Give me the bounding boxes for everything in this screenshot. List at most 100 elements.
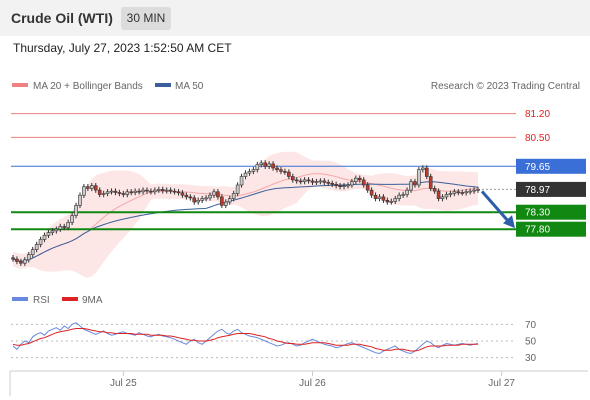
candle-down bbox=[330, 183, 334, 185]
candle-up bbox=[133, 190, 137, 193]
candle-down bbox=[460, 192, 465, 194]
support-level-label: 78.30 bbox=[525, 208, 550, 219]
candle-down bbox=[184, 194, 189, 198]
candle-down bbox=[160, 189, 165, 192]
candle-up bbox=[90, 185, 94, 189]
candle-down bbox=[365, 184, 370, 191]
candle-up bbox=[389, 201, 394, 203]
candle-up bbox=[42, 235, 47, 240]
rsi-ma-legend-label: 9MA bbox=[82, 295, 103, 306]
candle-down bbox=[113, 190, 118, 193]
x-tick-label: Jul 27 bbox=[488, 378, 515, 389]
resistance-level-label: 80.50 bbox=[525, 133, 550, 144]
rsi-tick-label: 50 bbox=[525, 337, 537, 348]
x-tick-label: Jul 26 bbox=[299, 378, 326, 389]
candle-up bbox=[125, 191, 130, 195]
candle-down bbox=[428, 176, 433, 189]
candle-up bbox=[58, 226, 63, 230]
rsi-panel: 70 50 30 bbox=[11, 320, 537, 364]
candle-up bbox=[50, 230, 55, 233]
candle-up bbox=[66, 222, 70, 228]
instrument-title: Crude Oil (WTI) bbox=[11, 10, 113, 26]
ma20-legend-label: MA 20 + Bollinger Bands bbox=[33, 81, 143, 92]
candle-up bbox=[302, 179, 307, 182]
candle-up bbox=[26, 254, 31, 261]
candle-down bbox=[385, 200, 390, 203]
support-level-tag bbox=[516, 221, 586, 237]
candle-up bbox=[464, 191, 468, 194]
candle-down bbox=[326, 181, 331, 184]
candle-down bbox=[413, 181, 417, 186]
candle-down bbox=[172, 190, 177, 193]
candle-up bbox=[397, 194, 401, 199]
candle-up bbox=[54, 228, 59, 232]
bollinger-band bbox=[13, 151, 478, 278]
candles bbox=[11, 160, 480, 266]
candle-up bbox=[409, 181, 413, 191]
candle-up bbox=[318, 180, 323, 183]
candle-down bbox=[216, 191, 220, 198]
interval-button[interactable]: 30 MIN bbox=[121, 7, 171, 30]
candle-down bbox=[456, 191, 461, 194]
rsi-ma-line bbox=[12, 328, 478, 352]
candle-down bbox=[287, 171, 291, 177]
candle-down bbox=[188, 196, 193, 199]
resistance-level-label: 81.20 bbox=[525, 109, 550, 120]
candle-down bbox=[306, 179, 311, 182]
candle-up bbox=[46, 232, 51, 236]
candle-up bbox=[101, 193, 106, 195]
candle-down bbox=[290, 176, 295, 181]
candle-up bbox=[109, 190, 114, 193]
candle-down bbox=[322, 180, 327, 183]
candle-down bbox=[298, 180, 303, 183]
candle-up bbox=[30, 249, 35, 256]
candle-up bbox=[259, 162, 264, 165]
candle-up bbox=[164, 189, 169, 192]
candle-down bbox=[334, 184, 338, 186]
candle-up bbox=[393, 198, 398, 202]
pivot-level-label: 79.65 bbox=[525, 162, 550, 173]
support-level-label: 77.80 bbox=[525, 225, 550, 236]
candle-down bbox=[436, 190, 441, 199]
candle-up bbox=[23, 259, 27, 264]
candle-up bbox=[70, 215, 74, 223]
rsi-line bbox=[12, 322, 479, 355]
candle-down bbox=[176, 191, 181, 194]
candle-down bbox=[338, 185, 342, 187]
support-level-tag bbox=[516, 204, 586, 220]
candle-down bbox=[15, 258, 19, 262]
candle-down bbox=[62, 226, 67, 228]
candle-up bbox=[468, 190, 472, 193]
pivot-level-tag bbox=[516, 158, 586, 174]
candle-up bbox=[377, 196, 382, 199]
candle-down bbox=[271, 163, 275, 169]
rsi-tick-label: 70 bbox=[525, 320, 537, 331]
rsi-tick-label: 30 bbox=[525, 353, 537, 364]
candle-up bbox=[231, 193, 236, 199]
key-levels: 81.20 80.50 79.65 78.97 78.30 77.80 bbox=[11, 109, 586, 237]
candle-up bbox=[421, 167, 425, 170]
forecast-arrow bbox=[480, 190, 515, 229]
candle-down bbox=[361, 179, 366, 186]
candle-down bbox=[97, 189, 102, 195]
candle-up bbox=[153, 189, 157, 193]
candle-up bbox=[405, 189, 409, 195]
rsi-legend-label: RSI bbox=[33, 295, 50, 306]
candle-down bbox=[275, 167, 279, 170]
candle-up bbox=[34, 244, 39, 250]
ma50-legend-icon bbox=[155, 83, 171, 87]
chart-header: Crude Oil (WTI) 30 MIN bbox=[0, 0, 590, 36]
candle-up bbox=[354, 177, 358, 182]
candle-up bbox=[476, 189, 480, 191]
candle-up bbox=[235, 184, 240, 194]
candle-up bbox=[200, 198, 204, 201]
candle-down bbox=[279, 169, 283, 172]
arrow-shaft bbox=[480, 190, 512, 225]
watermark: Research © 2023 Trading Central bbox=[431, 81, 580, 92]
candle-up bbox=[452, 191, 457, 194]
candle-up bbox=[227, 198, 232, 203]
candle-down bbox=[373, 194, 378, 199]
x-axis: Jul 25 Jul 26 Jul 27 bbox=[110, 371, 515, 389]
bollinger-band-area bbox=[13, 151, 478, 278]
candle-down bbox=[357, 177, 362, 181]
